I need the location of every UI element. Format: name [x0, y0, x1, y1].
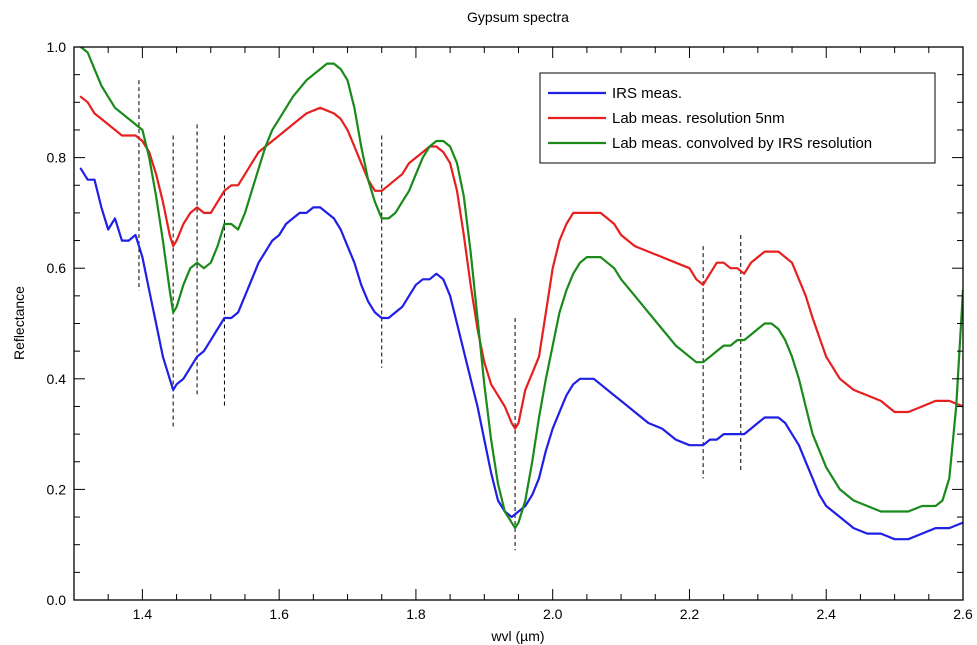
x-tick-label: 2.2	[680, 606, 700, 622]
plot-area	[79, 47, 963, 551]
legend: IRS meas. Lab meas. resolution 5nm Lab mea…	[539, 72, 936, 164]
y-tick-label: 0.0	[47, 592, 67, 608]
series-line-irs-meas	[79, 167, 963, 541]
x-tick-label: 1.6	[269, 606, 289, 622]
tick-labels: 1.4 1.6 1.8 2.0 2.2 2.4 2.6 0.0 0.2 0.4 0.6 0.8 1.0	[47, 39, 973, 622]
y-tick-label: 0.4	[47, 371, 67, 387]
legend-label-lab-meas-resolution-5nm: Lab meas. resolution 5nm	[612, 110, 785, 127]
legend-label-irs-meas: IRS meas.	[612, 85, 682, 102]
x-tick-label: 1.8	[406, 606, 426, 622]
series-line-lab-meas-convolved-by-irs-resolution	[79, 47, 963, 530]
axis-ticks	[73, 46, 964, 601]
y-tick-label: 0.2	[47, 481, 67, 497]
y-tick-label: 0.8	[47, 150, 67, 166]
x-tick-label: 1.4	[133, 606, 153, 622]
x-tick-label: 2.0	[543, 606, 563, 622]
y-axis-label: Reflectance	[11, 286, 27, 360]
legend-label-lab-meas-convolved-by-irs-resolution: Lab meas. convolved by IRS resolution	[612, 135, 872, 152]
x-tick-label: 2.4	[816, 606, 836, 622]
chart-title: Gypsum spectra	[467, 9, 569, 25]
y-tick-label: 1.0	[47, 39, 67, 55]
y-tick-label: 0.6	[47, 260, 67, 276]
x-tick-label: 2.6	[953, 606, 973, 622]
x-axis-label: wvl (µm)	[490, 628, 544, 644]
